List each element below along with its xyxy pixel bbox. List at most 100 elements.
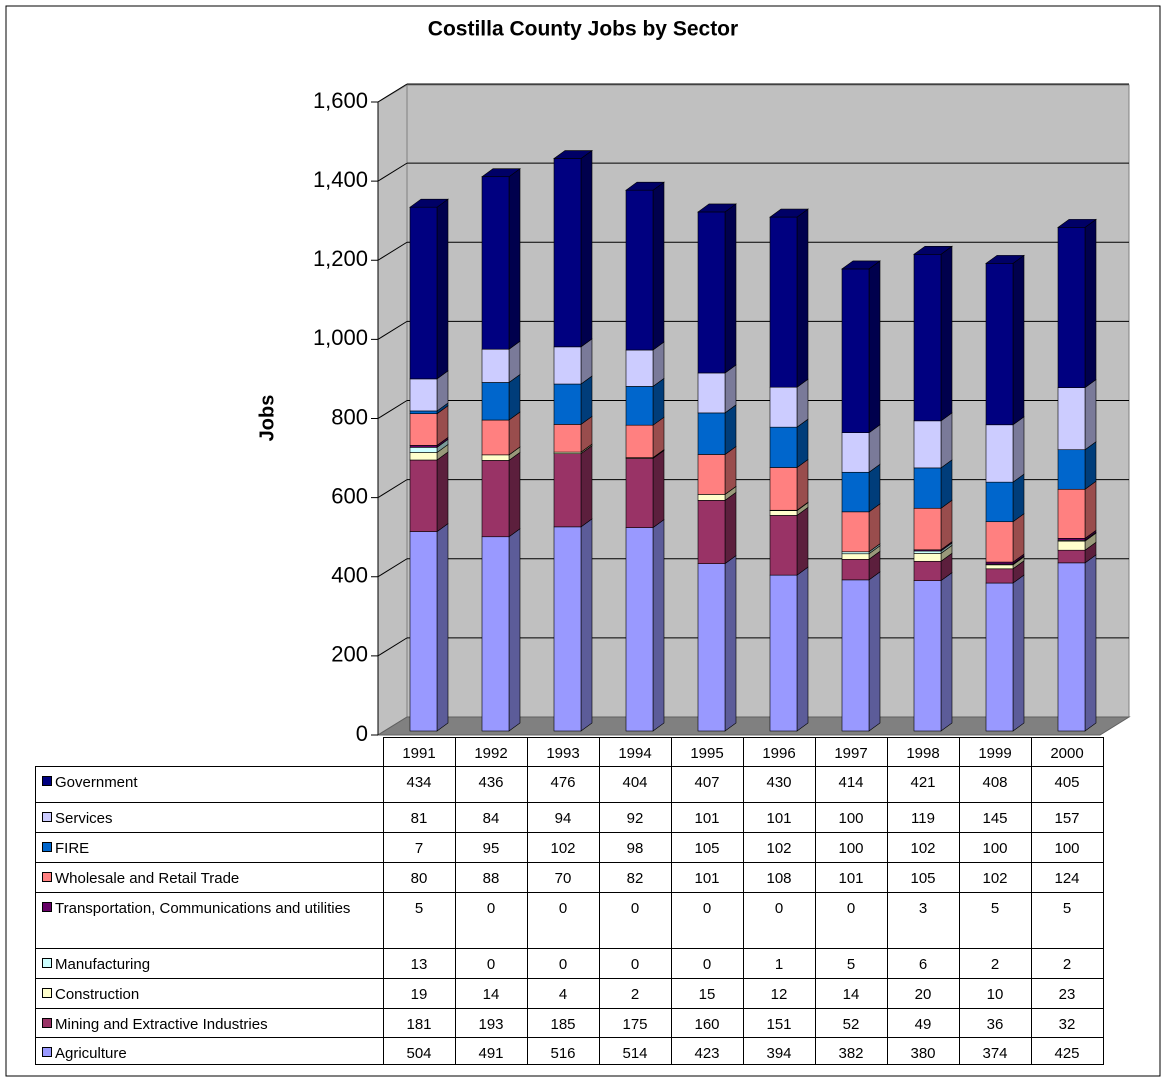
bar-side: [508, 451, 521, 538]
bar-side: [796, 208, 809, 388]
bar: [625, 527, 654, 732]
table-row: Transportation, Communications and utili…: [35, 892, 1104, 949]
table-value: 0: [526, 892, 600, 949]
table-value: 81: [382, 802, 456, 833]
legend-entry: Agriculture: [35, 1037, 384, 1065]
bar: [841, 553, 870, 560]
table-value: 95: [454, 832, 528, 863]
bar: [697, 372, 726, 414]
table-value: 13: [382, 948, 456, 979]
table-row: Construction 19 14 4 2 15 12 14 20 10 23: [35, 978, 1104, 1009]
bar: [481, 382, 510, 421]
table-value: 425: [1030, 1037, 1104, 1065]
bar-side: [1012, 513, 1025, 563]
table-row: Services 81 84 94 92 101 101 100 119 145 157: [35, 802, 1104, 833]
legend-key: [42, 1047, 52, 1057]
y-tick-label: 1,000: [313, 325, 368, 350]
bar-top: [409, 198, 449, 208]
bar: [625, 458, 654, 528]
table-value: 404: [598, 766, 672, 803]
bar: [769, 574, 798, 732]
table-value: 7: [382, 832, 456, 863]
bar-side: [1084, 554, 1097, 732]
bar: [841, 268, 870, 433]
table-value: 12: [742, 978, 816, 1009]
bar-side: [1012, 416, 1025, 483]
bar: [625, 386, 654, 426]
bar: [409, 459, 438, 532]
grid-line: [377, 83, 408, 103]
bar-side: [940, 499, 953, 551]
table-value: 405: [1030, 766, 1104, 803]
table-value: 101: [670, 862, 744, 893]
table-value: 421: [886, 766, 960, 803]
table-value: 102: [958, 862, 1032, 893]
bar-top: [697, 203, 737, 213]
bar-side: [1084, 218, 1097, 389]
table-value: 105: [670, 832, 744, 863]
table-value: 185: [526, 1008, 600, 1038]
table-value: 102: [526, 832, 600, 863]
y-tick-label: 800: [331, 404, 368, 429]
table-value: 92: [598, 802, 672, 833]
table-value: 423: [670, 1037, 744, 1065]
bar: [841, 558, 870, 581]
table-value: 84: [454, 802, 528, 833]
table-value: 0: [670, 892, 744, 949]
x-tick-label: 1998: [886, 737, 960, 767]
bar: [553, 526, 582, 732]
bar: [769, 467, 798, 511]
x-tick-label: 2000: [1030, 737, 1104, 767]
legend-entry: Government: [35, 766, 384, 803]
bar: [1057, 449, 1086, 490]
legend-label: Construction: [55, 986, 140, 1003]
data-table: 1991 1992 1993 1994 1995 1996 1997 1998 1999 2000…: [35, 737, 1104, 1065]
table-value: 514: [598, 1037, 672, 1065]
bar: [841, 579, 870, 732]
bar-side: [580, 149, 593, 348]
bar: [913, 550, 942, 554]
bar: [769, 426, 798, 468]
table-value: 145: [958, 802, 1032, 833]
bar-side: [580, 518, 593, 732]
legend-key: [42, 842, 52, 852]
bar: [769, 515, 798, 576]
x-tick-label: 1992: [454, 737, 528, 767]
table-value: 14: [454, 978, 528, 1009]
legend-entry: FIRE: [35, 832, 384, 863]
bar: [697, 211, 726, 374]
bar: [769, 216, 798, 388]
bar-side: [1084, 480, 1097, 539]
bar-side: [652, 181, 665, 351]
table-value: 408: [958, 766, 1032, 803]
bar-side: [580, 375, 593, 425]
bar-top: [481, 168, 521, 178]
bar: [1057, 549, 1086, 564]
table-value: 0: [598, 892, 672, 949]
bar-side: [940, 412, 953, 469]
table-value: 476: [526, 766, 600, 803]
bar: [481, 454, 510, 461]
y-tick-label: 1,400: [313, 167, 368, 192]
table-value: 0: [454, 948, 528, 979]
table-value: 394: [742, 1037, 816, 1065]
y-tick-label: 0: [356, 721, 368, 746]
bar: [769, 386, 798, 428]
bar: [913, 420, 942, 469]
table-value: 100: [958, 832, 1032, 863]
table-value: 0: [742, 892, 816, 949]
bar-side: [724, 404, 737, 456]
table-value: 52: [814, 1008, 888, 1038]
table-value: 101: [814, 862, 888, 893]
bar-side: [508, 168, 521, 350]
bar: [769, 510, 798, 516]
legend-entry: Wholesale and Retail Trade: [35, 862, 384, 893]
legend-key: [42, 902, 52, 912]
bar: [697, 454, 726, 495]
bar-side: [796, 506, 809, 576]
bar-top: [625, 181, 665, 191]
table-value: 108: [742, 862, 816, 893]
bar: [409, 410, 438, 415]
